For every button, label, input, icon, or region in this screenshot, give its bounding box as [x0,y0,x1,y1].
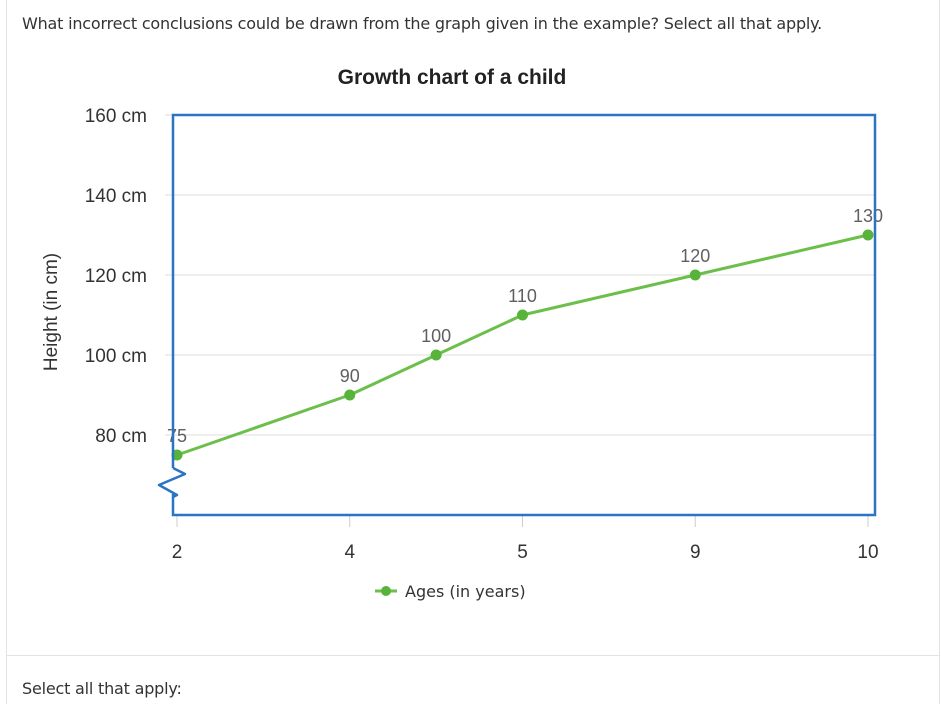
grid-layer [165,114,875,436]
legend-marker-icon [381,586,391,596]
y-tick-label: 120 cm [85,266,147,287]
y-axis-ticks: 80 cm 100 cm 120 cm 140 cm 160 cm [85,106,147,447]
legend-label: Ages (in years) [405,582,526,601]
data-label: 75 [167,426,187,446]
data-point [689,269,701,281]
x-tick-label: 10 [857,542,878,563]
y-tick-label: 80 cm [95,426,147,447]
data-label: 90 [340,366,360,386]
data-label: 120 [680,246,710,266]
y-tick-label: 100 cm [85,346,147,367]
axis-break-zigzag [157,466,187,499]
x-tick-label: 9 [690,542,701,563]
series-layer: 75 90 100 110 120 130 [167,206,883,461]
plot-border [171,113,877,517]
legend[interactable]: Ages (in years) [375,582,526,601]
x-tick-label: 4 [344,542,355,563]
data-label: 130 [853,206,883,226]
chart-title: Growth chart of a child [338,66,567,89]
question-card [6,0,940,704]
series-line [176,233,869,457]
axis-break-gap [170,468,176,494]
growth-chart: Growth chart of a child 80 cm 100 cm 120 c… [41,66,883,601]
question-text: What incorrect conclusions could be draw… [22,14,823,33]
data-point [517,309,528,321]
data-label: 100 [421,326,451,346]
data-label: 110 [508,286,537,306]
data-point [344,389,356,401]
x-axis-ticks: 2 4 5 9 10 [172,515,879,563]
section-divider [7,655,940,656]
x-tick-label: 2 [172,542,183,563]
select-all-prompt: Select all that apply: [22,679,182,698]
y-tick-label: 140 cm [85,186,147,207]
data-point [430,349,442,361]
y-tick-label: 160 cm [85,106,147,127]
data-point [862,229,874,241]
x-tick-label: 5 [517,542,528,563]
y-axis-title: Height (in cm) [41,253,62,371]
plot-frame [157,113,877,517]
